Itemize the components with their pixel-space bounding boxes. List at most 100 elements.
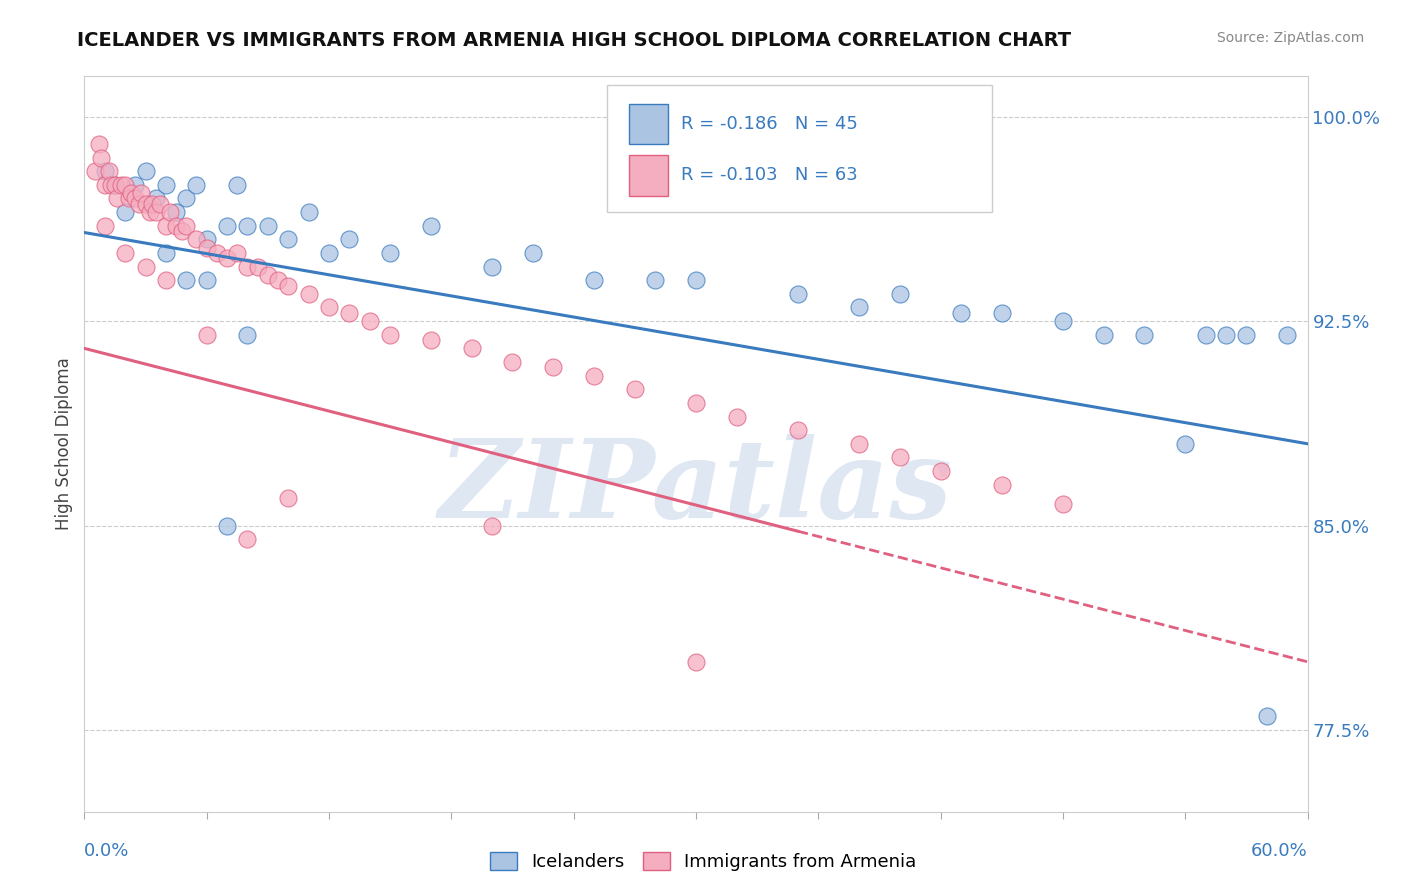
Point bbox=[502, 355, 524, 369]
FancyBboxPatch shape bbox=[606, 86, 993, 212]
Point bbox=[1236, 327, 1258, 342]
Point bbox=[149, 197, 172, 211]
Point bbox=[318, 246, 340, 260]
Point bbox=[93, 219, 115, 233]
Point bbox=[380, 327, 402, 342]
Point bbox=[420, 219, 443, 233]
Point bbox=[267, 273, 290, 287]
Point bbox=[644, 273, 666, 287]
Point bbox=[155, 178, 177, 192]
Point bbox=[195, 327, 218, 342]
Point bbox=[100, 178, 122, 192]
Point bbox=[195, 232, 218, 246]
Point bbox=[339, 306, 361, 320]
Point bbox=[1133, 327, 1156, 342]
Point bbox=[481, 518, 503, 533]
Point bbox=[277, 491, 299, 506]
Point bbox=[195, 273, 218, 287]
Point bbox=[420, 333, 443, 347]
Point bbox=[1052, 497, 1074, 511]
Text: ICELANDER VS IMMIGRANTS FROM ARMENIA HIGH SCHOOL DIPLOMA CORRELATION CHART: ICELANDER VS IMMIGRANTS FROM ARMENIA HIG… bbox=[77, 31, 1071, 50]
Legend: Icelanders, Immigrants from Armenia: Icelanders, Immigrants from Armenia bbox=[482, 845, 924, 879]
Point bbox=[145, 205, 167, 219]
Point bbox=[83, 164, 105, 178]
Point bbox=[848, 301, 870, 315]
Point bbox=[145, 191, 167, 205]
Point bbox=[257, 268, 280, 282]
Point bbox=[172, 224, 194, 238]
Point bbox=[135, 260, 157, 274]
Point bbox=[114, 205, 136, 219]
Point bbox=[174, 191, 197, 205]
Point bbox=[128, 197, 150, 211]
Point bbox=[93, 164, 115, 178]
Point bbox=[217, 219, 239, 233]
Point bbox=[97, 164, 120, 178]
Point bbox=[787, 423, 810, 437]
Text: 0.0%: 0.0% bbox=[84, 842, 129, 860]
Point bbox=[522, 246, 544, 260]
Point bbox=[226, 246, 249, 260]
Point bbox=[380, 246, 402, 260]
Point bbox=[131, 186, 153, 200]
FancyBboxPatch shape bbox=[628, 103, 668, 145]
Point bbox=[236, 327, 259, 342]
Point bbox=[889, 450, 911, 465]
Point bbox=[217, 518, 239, 533]
Point bbox=[543, 360, 565, 375]
Point bbox=[138, 205, 160, 219]
Point bbox=[277, 232, 299, 246]
Point bbox=[685, 655, 707, 669]
Point bbox=[257, 219, 280, 233]
Point bbox=[124, 191, 146, 205]
Point bbox=[1215, 327, 1237, 342]
Point bbox=[118, 191, 141, 205]
Point bbox=[685, 396, 707, 410]
Point bbox=[318, 301, 340, 315]
Point bbox=[155, 219, 177, 233]
Point bbox=[226, 178, 249, 192]
Point bbox=[889, 286, 911, 301]
Point bbox=[195, 240, 218, 254]
Point bbox=[277, 278, 299, 293]
Point bbox=[87, 136, 110, 151]
Point bbox=[929, 464, 952, 478]
Point bbox=[93, 178, 115, 192]
Point bbox=[141, 197, 163, 211]
Point bbox=[583, 273, 606, 287]
Point bbox=[165, 205, 187, 219]
Y-axis label: High School Diploma: High School Diploma bbox=[55, 358, 73, 530]
Point bbox=[1092, 327, 1115, 342]
Point bbox=[236, 219, 259, 233]
Point bbox=[1174, 436, 1197, 450]
Point bbox=[174, 219, 197, 233]
Point bbox=[991, 306, 1014, 320]
Point bbox=[135, 164, 157, 178]
Point bbox=[165, 219, 187, 233]
Point bbox=[110, 178, 132, 192]
Point bbox=[236, 532, 259, 546]
Point bbox=[298, 205, 321, 219]
Point bbox=[583, 368, 606, 383]
Point bbox=[359, 314, 381, 328]
Point bbox=[725, 409, 748, 424]
Point bbox=[339, 232, 361, 246]
Point bbox=[461, 342, 484, 356]
Point bbox=[236, 260, 259, 274]
Point bbox=[90, 151, 112, 165]
Point bbox=[246, 260, 269, 274]
Point bbox=[120, 186, 142, 200]
Point bbox=[174, 273, 197, 287]
Point bbox=[114, 178, 136, 192]
Point bbox=[1052, 314, 1074, 328]
Point bbox=[787, 286, 810, 301]
Point bbox=[104, 178, 127, 192]
Point bbox=[624, 382, 647, 396]
Point bbox=[114, 246, 136, 260]
FancyBboxPatch shape bbox=[628, 155, 668, 195]
Text: R = -0.103   N = 63: R = -0.103 N = 63 bbox=[682, 166, 858, 184]
Point bbox=[105, 191, 128, 205]
Point bbox=[124, 178, 146, 192]
Text: R = -0.186   N = 45: R = -0.186 N = 45 bbox=[682, 115, 858, 133]
Point bbox=[848, 436, 870, 450]
